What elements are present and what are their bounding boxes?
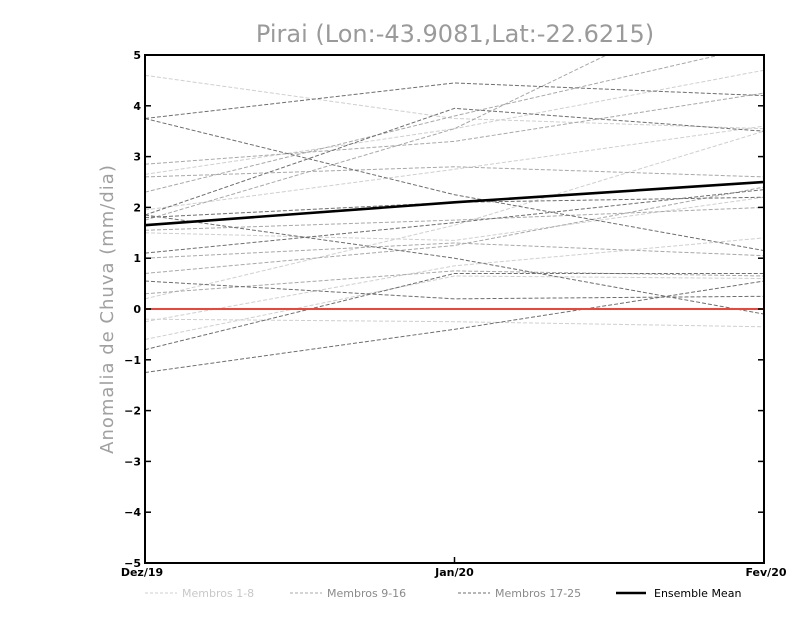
series-layer (145, 55, 764, 373)
legend: Membros 1-8 Membros 9-16 Membros 17-25 Ense… (145, 587, 741, 600)
mean-layer (144, 180, 765, 227)
y-tick-label: 5 (133, 49, 141, 62)
member-line-5 (145, 130, 764, 300)
chart-title: Pirai (Lon:-43.9081,Lat:-22.6215) (256, 20, 654, 48)
member-line-23 (145, 280, 764, 300)
legend-label: Membros 9-16 (327, 587, 406, 600)
member-line-7 (145, 275, 764, 340)
y-tick-label: 3 (133, 151, 141, 164)
y-tick-label: 4 (133, 100, 141, 113)
member-line-15 (145, 166, 764, 178)
y-tick-label: 2 (133, 201, 141, 214)
member-line-2 (145, 69, 764, 175)
member-line-17 (145, 82, 764, 119)
y-tick-label: −1 (124, 354, 141, 367)
member-line-1 (145, 74, 764, 130)
x-tick-label: Jan/20 (434, 566, 474, 579)
legend-label: Ensemble Mean (654, 587, 741, 600)
y-tick-label: 0 (133, 303, 141, 316)
member-line-21 (145, 189, 764, 254)
y-tick-label: −3 (124, 455, 141, 468)
x-tick-label: Fev/20 (745, 566, 786, 579)
member-line-12 (145, 206, 764, 231)
member-line-10 (145, 55, 723, 193)
member-line-9 (145, 92, 764, 165)
y-tick-label: 1 (133, 252, 141, 265)
member-line-24 (145, 272, 764, 351)
y-tick-label: −5 (124, 557, 141, 570)
x-axis: Dez/19 Jan/20 Fev/20 (121, 557, 787, 579)
y-tick-label: −2 (124, 405, 141, 418)
member-line-25 (145, 280, 764, 373)
member-line-14 (145, 270, 764, 295)
y-axis: −5 −4 −3 −2 −1 0 1 2 3 4 5 (124, 49, 764, 570)
member-line-22 (145, 214, 764, 315)
y-axis-label: Anomalia de Chuva (mm/dia) (97, 164, 118, 454)
member-line-16 (145, 186, 764, 274)
ensemble-mean-line (144, 180, 765, 227)
x-tick-label: Dez/19 (121, 566, 163, 579)
y-tick-label: −4 (124, 506, 141, 519)
member-line-20 (145, 196, 764, 219)
member-line-6 (145, 237, 764, 323)
legend-label: Membros 1-8 (182, 587, 254, 600)
legend-label: Membros 17-25 (495, 587, 581, 600)
member-line-13 (145, 242, 764, 259)
member-line-19 (145, 107, 764, 216)
member-line-8 (145, 318, 764, 328)
member-line-18 (145, 118, 764, 252)
member-line-3 (145, 125, 764, 211)
